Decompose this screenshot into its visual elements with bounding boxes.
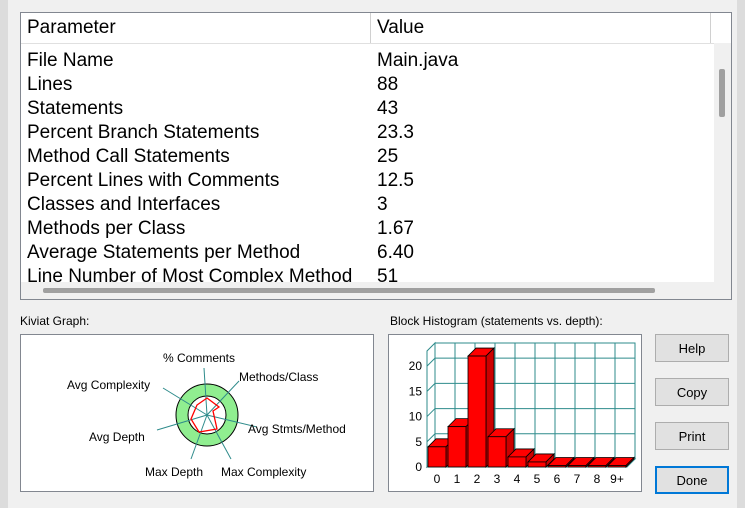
histogram-x-tick-label: 4: [514, 472, 521, 486]
histogram-gridline: [426, 408, 436, 417]
axis-label-max-complexity: Max Complexity: [221, 465, 306, 479]
histogram-bar: [547, 465, 567, 468]
kiviat-axis: [156, 414, 208, 431]
table-row[interactable]: Average Statements per Method 6.40: [21, 241, 721, 265]
parameter-cell: Method Call Statements: [27, 146, 230, 167]
horizontal-scroll-thumb[interactable]: [43, 288, 655, 293]
axis-label-comments: % Comments: [163, 351, 235, 365]
table-header: Parameter Value: [21, 13, 731, 44]
histogram-bar: [467, 355, 487, 468]
kiviat-axis: [190, 414, 208, 460]
parameter-cell: Methods per Class: [27, 218, 186, 239]
kiviat-axis: [203, 367, 208, 416]
table-row[interactable]: Method Call Statements 25: [21, 145, 721, 169]
value-cell: 1.67: [377, 218, 414, 239]
histogram-x-tick-label: 0: [434, 472, 441, 486]
parameter-cell: Percent Lines with Comments: [27, 170, 280, 191]
metrics-table: Parameter Value File Name Main.java Lines…: [20, 12, 732, 300]
axis-label-avg-depth: Avg Depth: [89, 430, 145, 444]
parameter-cell: Lines: [27, 74, 73, 95]
histogram-gridline: [426, 357, 436, 367]
histogram-bar: [527, 461, 547, 468]
histogram-x-tick-label: 2: [474, 472, 481, 486]
value-cell: 43: [377, 98, 399, 119]
histogram-label: Block Histogram (statements vs. depth):: [390, 314, 603, 328]
value-cell: 3: [377, 194, 388, 215]
histogram-bar: [427, 446, 447, 468]
histogram-y-tick-label: 20: [409, 359, 423, 373]
value-cell: 23.3: [377, 122, 414, 143]
value-cell: 25: [377, 146, 399, 167]
metrics-dialog: Parameter Value File Name Main.java Lines…: [8, 0, 737, 508]
histogram-x-tick-label: 5: [534, 472, 541, 486]
done-button[interactable]: Done: [655, 466, 729, 494]
parameter-cell: Percent Branch Statements: [27, 122, 260, 143]
table-row[interactable]: Percent Branch Statements 23.3: [21, 121, 721, 145]
help-button[interactable]: Help: [655, 334, 729, 362]
histogram-bar: [587, 465, 607, 468]
parameter-cell: Line Number of Most Complex Method: [27, 266, 353, 287]
histogram-bar: [607, 465, 627, 468]
histogram-x-tick-label: 9+: [610, 472, 624, 486]
kiviat-graph-panel: % Comments Methods/Class Avg Stmts/Metho…: [20, 334, 374, 492]
print-button[interactable]: Print: [655, 422, 729, 450]
histogram-bar: [447, 426, 467, 468]
histogram-bar: [567, 465, 587, 468]
value-cell: 88: [377, 74, 399, 95]
table-row[interactable]: Classes and Interfaces 3: [21, 193, 721, 217]
axis-label-max-depth: Max Depth: [145, 465, 203, 479]
histogram-y-tick-label: 15: [409, 384, 423, 398]
histogram-bar: [487, 436, 507, 468]
histogram-x-tick-label: 3: [494, 472, 501, 486]
column-header-value[interactable]: Value: [371, 13, 711, 43]
kiviat-value-polygon: [190, 397, 221, 433]
table-row[interactable]: Lines 88: [21, 73, 721, 97]
histogram-gridline: [426, 382, 436, 392]
kiviat-axis: [206, 414, 258, 428]
parameter-cell: Classes and Interfaces: [27, 194, 221, 215]
parameter-cell: Statements: [27, 98, 124, 119]
value-cell: 6.40: [377, 242, 414, 263]
kiviat-graph: % Comments Methods/Class Avg Stmts/Metho…: [67, 351, 346, 479]
table-row[interactable]: Percent Lines with Comments 12.5: [21, 169, 721, 193]
histogram-x-tick-label: 8: [594, 472, 601, 486]
kiviat-axis: [206, 414, 232, 460]
histogram-x-tick-label: 6: [554, 472, 561, 486]
table-row[interactable]: File Name Main.java: [21, 49, 721, 73]
value-cell: Main.java: [377, 50, 459, 71]
kiviat-graph-label: Kiviat Graph:: [20, 314, 90, 328]
histogram-y-tick-label: 10: [409, 410, 423, 424]
horizontal-scrollbar[interactable]: [21, 282, 731, 299]
histogram-x-tick-label: 7: [574, 472, 581, 486]
histogram-y-tick-label: 0: [415, 460, 422, 474]
table-row[interactable]: Line Number of Most Complex Method 51: [21, 265, 721, 289]
value-cell: 12.5: [377, 170, 414, 191]
block-histogram-panel: 0 5 10 15 20 0 1 2 3 4 5 6 7 8 9+: [388, 334, 642, 492]
histogram-bar: [507, 456, 527, 468]
vertical-scroll-thumb[interactable]: [719, 69, 725, 117]
parameter-cell: Average Statements per Method: [27, 242, 301, 263]
table-body: File Name Main.java Lines 88 Statements 43 …: [21, 49, 721, 289]
histogram-y-tick-label: 5: [415, 435, 422, 449]
axis-label-avg-complexity: Avg Complexity: [67, 378, 150, 392]
copy-button[interactable]: Copy: [655, 378, 729, 406]
table-row[interactable]: Methods per Class 1.67: [21, 217, 721, 241]
histogram-x-tick-label: 1: [454, 472, 461, 486]
histogram-gridline: [426, 433, 436, 443]
vertical-scrollbar[interactable]: [714, 43, 731, 283]
value-cell: 51: [377, 266, 399, 287]
column-header-parameter[interactable]: Parameter: [21, 13, 371, 43]
parameter-cell: File Name: [27, 50, 114, 71]
axis-label-avg-stmts-method: Avg Stmts/Method: [248, 422, 346, 436]
table-row[interactable]: Statements 43: [21, 97, 721, 121]
background-window-edge-right: [736, 0, 745, 508]
kiviat-axis: [206, 380, 240, 416]
axis-label-methods-class: Methods/Class: [239, 370, 318, 384]
kiviat-axis: [162, 387, 208, 416]
